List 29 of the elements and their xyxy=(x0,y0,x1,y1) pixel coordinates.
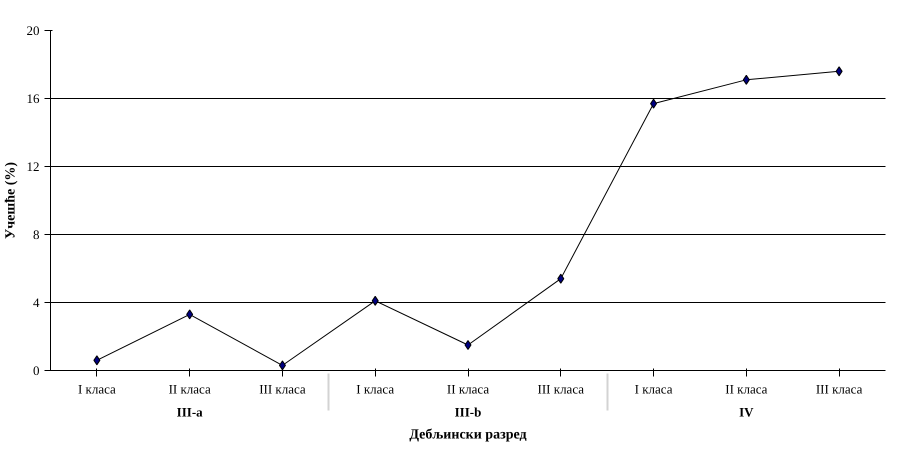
y-tick-label: 0 xyxy=(33,363,40,378)
y-tick-label: 20 xyxy=(26,23,40,38)
y-axis-title: Учешће (%) xyxy=(4,162,18,240)
text: III-b xyxy=(454,404,482,420)
x-tick-label: III класа xyxy=(538,382,584,396)
point xyxy=(650,98,658,109)
x-tick-label: II класа xyxy=(446,382,490,396)
point xyxy=(186,309,194,320)
point xyxy=(742,74,750,85)
point xyxy=(278,360,286,370)
point xyxy=(836,66,843,76)
x-tick-label: I класа xyxy=(634,382,673,396)
x-tick-label: I класа xyxy=(78,382,116,396)
text: III-a xyxy=(176,404,204,420)
x-tick-label: II класа xyxy=(725,382,768,396)
x-tick-label: I класа xyxy=(356,382,394,396)
y-tick-label: 4 xyxy=(33,295,40,310)
y-tick-label: 16 xyxy=(26,91,40,106)
point xyxy=(372,296,379,306)
x-axis-title: Дебљински разред xyxy=(409,428,527,442)
x-tick-label: II класа xyxy=(168,382,211,396)
y-tick-label: 12 xyxy=(26,159,40,174)
y-tick-label: 8 xyxy=(33,227,40,242)
x-tick-label: III класа xyxy=(816,382,863,396)
text: IV xyxy=(739,404,754,420)
point xyxy=(464,340,472,350)
x-tick-label: III класа xyxy=(259,382,306,396)
point xyxy=(557,274,564,284)
point xyxy=(93,355,100,366)
